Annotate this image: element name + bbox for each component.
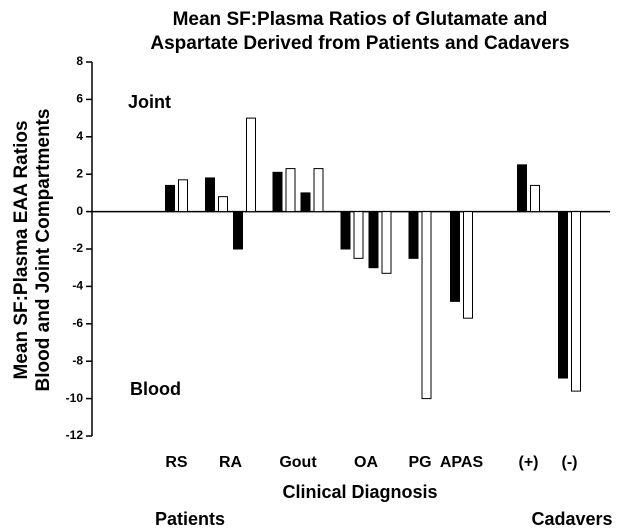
y-tick-label: -10 <box>66 391 84 405</box>
x-tick-label: (+) <box>519 454 539 471</box>
x-tick-label: OA <box>354 454 378 471</box>
bar <box>450 211 460 302</box>
bar <box>558 211 568 379</box>
y-axis-label: Blood and Joint Compartments <box>33 109 54 392</box>
bar <box>530 184 540 213</box>
y-tick-label: -12 <box>66 428 84 442</box>
bar <box>463 211 473 319</box>
annotation: Patients <box>155 509 225 529</box>
bar <box>368 211 379 269</box>
bar <box>353 211 364 259</box>
x-tick-label: PG <box>408 454 431 471</box>
y-tick-label: 0 <box>76 204 83 218</box>
bar <box>178 179 188 213</box>
annotation: Joint <box>128 92 171 112</box>
bar <box>421 211 432 400</box>
y-tick-label: 6 <box>76 92 83 106</box>
y-tick-label: -2 <box>72 241 83 255</box>
bar <box>246 117 256 213</box>
bar <box>340 211 351 250</box>
bar <box>381 211 392 274</box>
annotation: Cadavers <box>531 509 612 529</box>
bar <box>571 211 581 392</box>
bar <box>300 192 311 213</box>
bar <box>408 211 419 259</box>
y-tick-label: 2 <box>76 166 83 180</box>
x-tick-label: RA <box>219 454 243 471</box>
bar <box>233 211 243 250</box>
bar <box>517 164 527 213</box>
y-tick-label: -6 <box>72 316 83 330</box>
bar <box>285 168 296 213</box>
chart-title: Mean SF:Plasma Ratios of Glutamate and <box>173 9 548 30</box>
annotation: Blood <box>130 379 181 399</box>
x-axis-label: Clinical Diagnosis <box>282 482 437 502</box>
x-tick-label: APAS <box>440 454 484 471</box>
y-tick-label: -4 <box>72 279 83 293</box>
bar <box>165 184 175 213</box>
bar <box>218 196 228 213</box>
x-tick-label: RS <box>165 454 188 471</box>
bar <box>313 168 324 213</box>
y-tick-label: -8 <box>72 353 83 367</box>
bar <box>205 177 215 213</box>
y-axis-label: Mean SF:Plasma EAA Ratios <box>11 120 32 379</box>
x-tick-label: Gout <box>279 454 317 471</box>
bar <box>272 171 283 213</box>
x-tick-label: (-) <box>562 454 578 471</box>
y-tick-label: 8 <box>76 54 83 68</box>
y-tick-label: 4 <box>76 129 83 143</box>
chart-title: Aspartate Derived from Patients and Cada… <box>150 33 569 54</box>
